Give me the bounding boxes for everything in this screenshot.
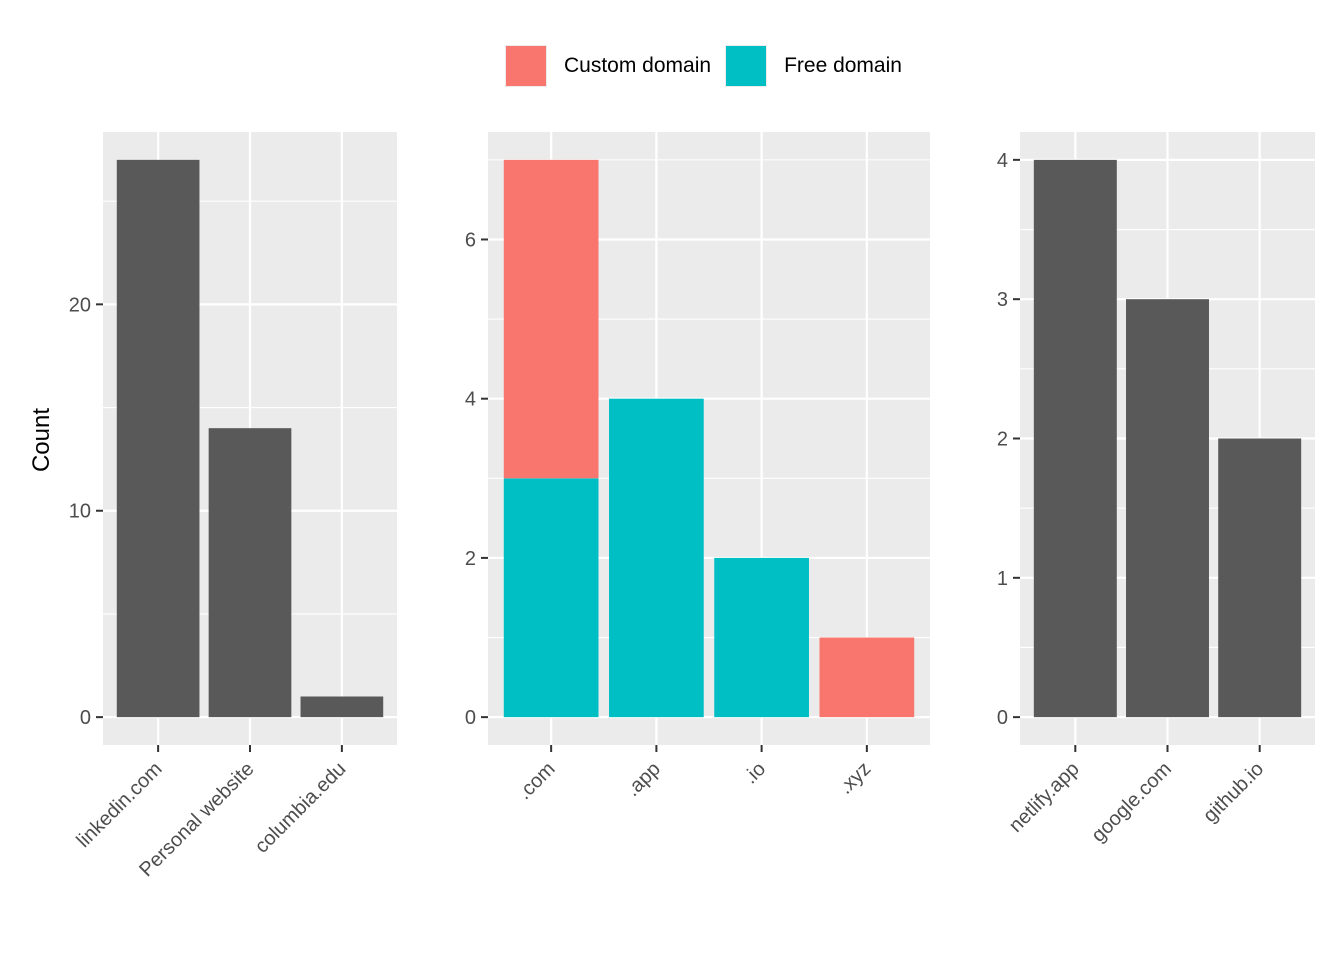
x-tick-label: netlify.app: [1005, 758, 1084, 837]
x-tick-label: .xyz: [835, 758, 876, 799]
y-tick-label: 4: [997, 150, 1008, 172]
y-tick-label: 20: [69, 294, 91, 316]
bar-xyz-custom-domain: [819, 637, 915, 718]
legend-item-custom-domain: Custom domain: [505, 45, 711, 87]
y-tick-label: 0: [997, 707, 1008, 729]
bar-com-free-domain: [503, 478, 599, 718]
x-tick-label: .io: [740, 758, 770, 788]
bar-app-free-domain: [609, 398, 704, 718]
bar-github-io: [1218, 438, 1302, 718]
x-tick-label: github.io: [1199, 758, 1268, 827]
y-tick-label: 0: [465, 707, 476, 729]
legend-key-custom-domain: [505, 45, 547, 87]
x-tick-label: columbia.edu: [251, 758, 351, 858]
x-tick-label: linkedin.com: [72, 758, 166, 852]
legend-label-custom-domain: Custom domain: [564, 54, 712, 77]
y-tick-label: 6: [465, 229, 476, 251]
x-tick-label: google.com: [1087, 758, 1176, 847]
y-tick-label: 3: [997, 289, 1008, 311]
x-tick-label: .app: [622, 758, 665, 801]
y-tick-label: 2: [997, 429, 1008, 451]
legend-key-free-domain: [725, 45, 768, 87]
bar-personal-website: [208, 428, 292, 718]
legend-item-free-domain: Free domain: [725, 45, 902, 87]
y-tick-label: 10: [69, 501, 91, 523]
x-tick-label: .com: [513, 758, 559, 804]
y-tick-label: 1: [997, 568, 1008, 590]
legend-label-free-domain: Free domain: [784, 54, 902, 77]
y-tick-label: 0: [80, 707, 91, 729]
y-tick-label: 4: [465, 389, 476, 411]
bar-com-custom-domain: [503, 159, 599, 479]
bar-io-free-domain: [714, 557, 809, 718]
y-tick-label: 2: [465, 548, 476, 570]
bar-linkedin-com: [116, 159, 200, 718]
bar-columbia-edu: [300, 696, 384, 718]
bar-netlify-app: [1033, 159, 1117, 718]
legend: Custom domain Free domain: [505, 43, 916, 89]
bar-google-com: [1126, 299, 1209, 718]
